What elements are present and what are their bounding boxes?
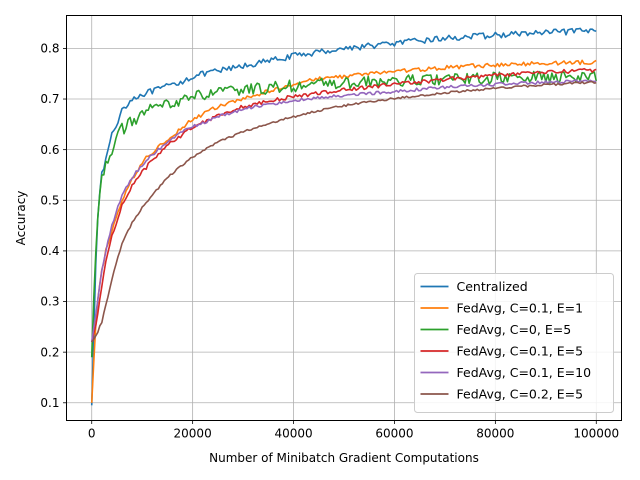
y-axis-ticks: 0.1 0.2 0.3 0.4 0.5 0.6 0.7 0.8 [40, 42, 67, 410]
y-tick-label: 0.5 [40, 193, 59, 207]
legend: Centralized FedAvg, C=0.1, E=1 FedAvg, C=0… [414, 273, 614, 413]
series-line-5 [90, 79, 597, 343]
series-line-1 [90, 27, 597, 406]
legend-label: FedAvg, C=0.1, E=5 [457, 344, 584, 359]
y-tick-label: 0.2 [40, 345, 59, 359]
x-axis-label: Number of Minibatch Gradient Computation… [209, 451, 479, 465]
x-tick-label: 20000 [174, 427, 212, 441]
y-tick-label: 0.3 [40, 295, 59, 309]
legend-label: FedAvg, C=0.2, E=5 [457, 387, 584, 402]
x-axis-ticks: 0 20000 40000 60000 80000 100000 [88, 420, 619, 441]
legend-label: FedAvg, C=0.1, E=10 [457, 365, 592, 380]
y-tick-label: 0.1 [40, 396, 59, 410]
legend-label: FedAvg, C=0.1, E=1 [457, 301, 584, 316]
legend-label: Centralized [457, 279, 528, 294]
series-line-2 [90, 59, 597, 403]
y-axis-label: Accuracy [14, 191, 28, 246]
x-tick-label: 0 [88, 427, 96, 441]
y-tick-label: 0.8 [40, 42, 59, 56]
x-tick-label: 100000 [573, 427, 619, 441]
x-tick-label: 60000 [375, 427, 413, 441]
plot-frame [66, 15, 622, 421]
y-tick-label: 0.6 [40, 143, 59, 157]
legend-label: FedAvg, C=0, E=5 [457, 322, 572, 337]
series-line-4 [90, 67, 597, 343]
series-line-6 [91, 80, 597, 343]
y-tick-label: 0.4 [40, 244, 59, 258]
series-line-3 [90, 70, 598, 358]
legend-box [414, 273, 614, 413]
x-tick-label: 40000 [274, 427, 312, 441]
x-tick-label: 80000 [476, 427, 514, 441]
series-lines [90, 27, 598, 406]
y-tick-label: 0.7 [40, 92, 59, 106]
